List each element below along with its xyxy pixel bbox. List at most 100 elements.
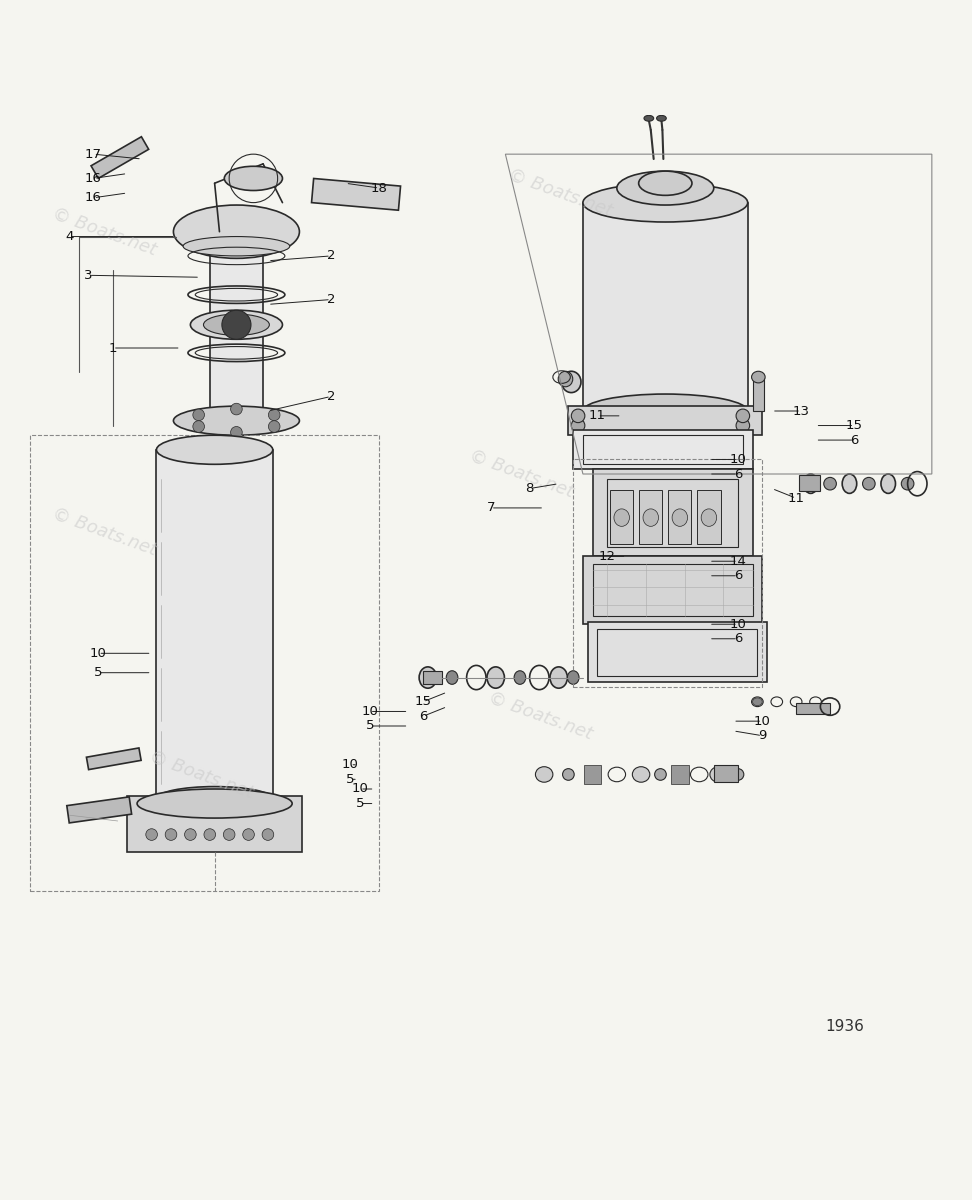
Text: 12: 12 <box>599 550 615 563</box>
Ellipse shape <box>672 509 687 527</box>
Text: 6: 6 <box>850 433 858 446</box>
Text: 3: 3 <box>85 269 93 282</box>
Ellipse shape <box>804 474 818 493</box>
Ellipse shape <box>558 371 573 386</box>
Text: 5: 5 <box>94 666 103 679</box>
Bar <box>569 406 762 436</box>
Text: 10: 10 <box>89 647 107 660</box>
Bar <box>752 377 764 412</box>
Ellipse shape <box>701 509 716 527</box>
Ellipse shape <box>156 436 273 464</box>
Ellipse shape <box>901 478 914 490</box>
Ellipse shape <box>583 394 747 428</box>
Text: © Boats.net: © Boats.net <box>486 689 595 744</box>
Bar <box>583 203 747 412</box>
Text: 6: 6 <box>734 569 743 582</box>
Ellipse shape <box>183 236 290 256</box>
Text: 7: 7 <box>487 502 495 515</box>
Text: 10: 10 <box>352 782 368 796</box>
Bar <box>671 764 688 784</box>
Ellipse shape <box>156 786 273 811</box>
Ellipse shape <box>633 767 650 782</box>
Ellipse shape <box>752 698 762 706</box>
Ellipse shape <box>563 769 574 780</box>
Text: © Boats.net: © Boats.net <box>505 166 614 220</box>
Circle shape <box>185 829 196 840</box>
Circle shape <box>572 419 585 432</box>
Text: 11: 11 <box>589 409 606 422</box>
Bar <box>610 491 634 544</box>
Ellipse shape <box>824 478 836 490</box>
Ellipse shape <box>643 509 658 527</box>
Text: 5: 5 <box>356 797 364 810</box>
Text: 6: 6 <box>734 632 743 646</box>
Circle shape <box>262 829 274 840</box>
Ellipse shape <box>862 478 875 490</box>
Ellipse shape <box>732 769 744 780</box>
Bar <box>608 479 738 547</box>
Text: 15: 15 <box>846 419 863 432</box>
Ellipse shape <box>655 769 666 780</box>
Text: 6: 6 <box>734 468 743 480</box>
Bar <box>713 764 738 782</box>
Bar <box>598 629 757 676</box>
Bar <box>603 558 612 572</box>
Bar <box>87 748 141 769</box>
Text: 8: 8 <box>526 482 534 496</box>
Text: 2: 2 <box>327 250 335 263</box>
Ellipse shape <box>203 314 269 336</box>
Text: 6: 6 <box>419 710 427 722</box>
Circle shape <box>268 421 280 432</box>
Bar <box>210 251 263 426</box>
Bar <box>593 564 752 617</box>
Text: 2: 2 <box>327 390 335 403</box>
Text: © Boats.net: © Boats.net <box>50 204 159 259</box>
Ellipse shape <box>568 671 579 684</box>
Circle shape <box>615 559 629 572</box>
Text: 15: 15 <box>414 695 432 708</box>
Ellipse shape <box>881 474 895 493</box>
Bar <box>668 491 691 544</box>
Bar <box>593 469 752 557</box>
Text: 10: 10 <box>730 618 746 631</box>
Bar <box>312 179 400 210</box>
Circle shape <box>230 403 242 415</box>
Text: 1936: 1936 <box>825 1019 864 1034</box>
Bar <box>573 460 762 688</box>
Bar <box>423 671 442 684</box>
Circle shape <box>243 829 255 840</box>
Bar <box>796 703 830 714</box>
Circle shape <box>635 559 648 572</box>
Text: 1: 1 <box>109 342 117 354</box>
Ellipse shape <box>614 509 630 527</box>
Circle shape <box>146 829 157 840</box>
Ellipse shape <box>173 406 299 436</box>
Ellipse shape <box>644 115 654 121</box>
Circle shape <box>673 559 686 572</box>
Circle shape <box>572 409 585 422</box>
Ellipse shape <box>656 115 666 121</box>
Text: 10: 10 <box>730 452 746 466</box>
Circle shape <box>230 426 242 438</box>
Bar <box>573 431 752 469</box>
Ellipse shape <box>225 167 283 191</box>
Ellipse shape <box>137 788 293 818</box>
Circle shape <box>654 559 667 572</box>
Ellipse shape <box>639 172 692 196</box>
Circle shape <box>222 311 251 340</box>
Bar <box>156 450 273 799</box>
Text: 16: 16 <box>85 191 102 204</box>
Bar <box>799 475 820 492</box>
Ellipse shape <box>514 671 526 684</box>
Ellipse shape <box>637 570 646 577</box>
Text: © Boats.net: © Boats.net <box>467 446 575 502</box>
Bar <box>584 764 602 784</box>
Ellipse shape <box>583 184 747 222</box>
Circle shape <box>165 829 177 840</box>
Text: 4: 4 <box>65 230 74 244</box>
Text: 16: 16 <box>85 172 102 185</box>
Ellipse shape <box>536 767 553 782</box>
Bar <box>30 436 379 890</box>
Bar <box>583 557 762 624</box>
Ellipse shape <box>550 667 568 688</box>
